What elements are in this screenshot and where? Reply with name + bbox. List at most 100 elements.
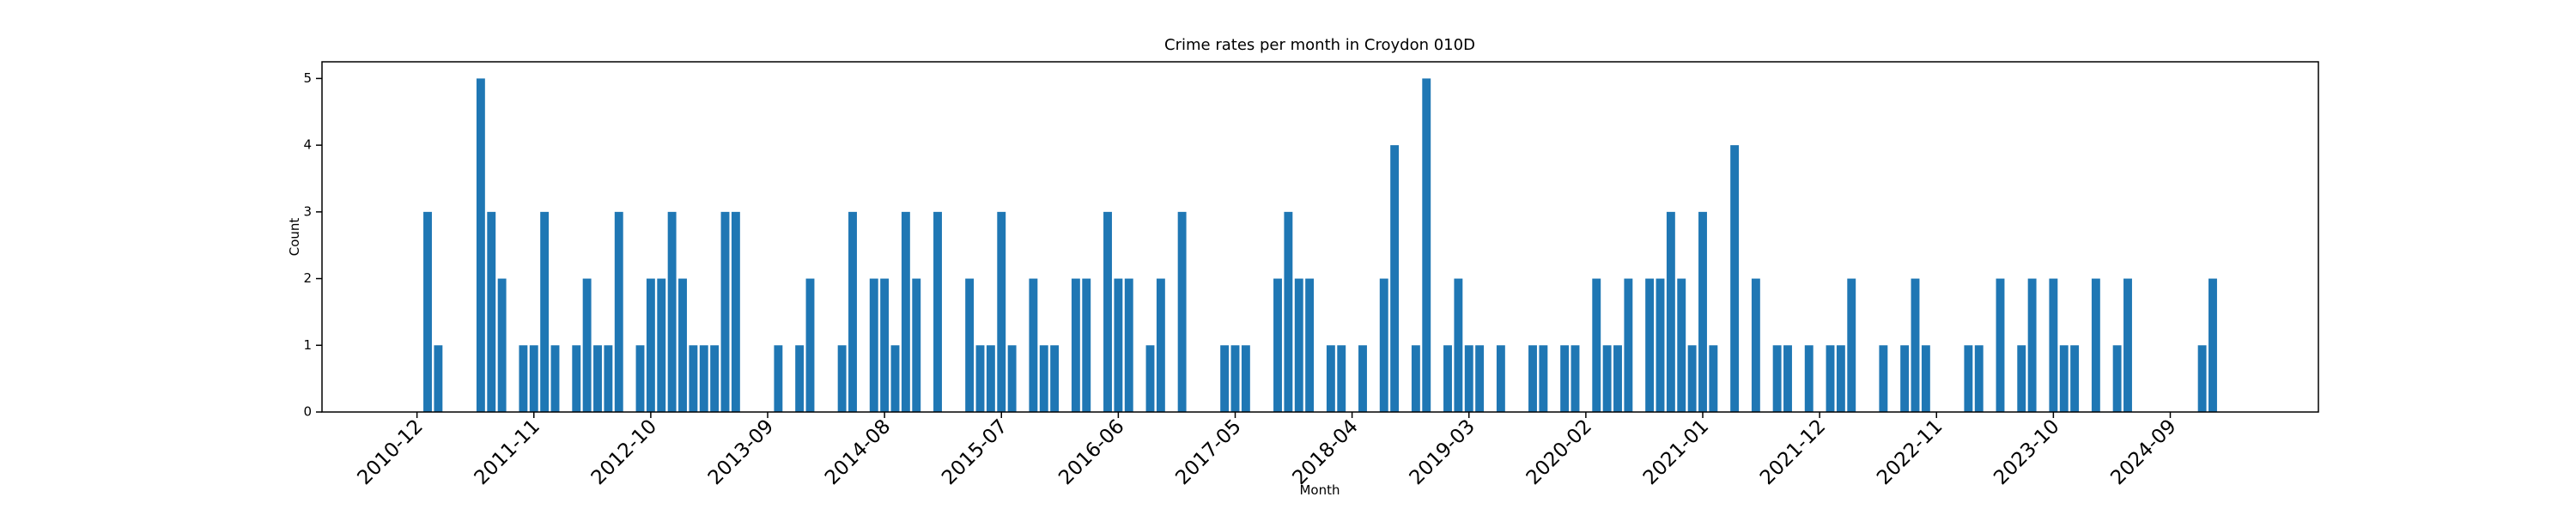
- bar: [933, 211, 942, 412]
- x-tick-label: 2015-07: [938, 415, 1012, 489]
- bar: [1103, 211, 1112, 412]
- y-tick-label: 1: [303, 337, 312, 353]
- bar: [1379, 278, 1388, 412]
- bar: [1996, 278, 2005, 412]
- x-tick-label: 2020-02: [1522, 415, 1596, 489]
- bar: [1284, 211, 1293, 412]
- bar: [1592, 278, 1601, 412]
- bar: [731, 211, 740, 412]
- bar: [1826, 345, 1835, 412]
- chart-title: Crime rates per month in Croydon 010D: [1164, 36, 1475, 54]
- bar: [1294, 278, 1303, 412]
- bar: [689, 345, 698, 412]
- bar: [1305, 278, 1315, 412]
- x-tick-label: 2024-09: [2106, 415, 2180, 489]
- bar: [1571, 345, 1580, 412]
- bar: [1390, 145, 1400, 412]
- bar: [1411, 345, 1420, 412]
- bar: [1656, 278, 1665, 412]
- bar: [657, 278, 666, 412]
- bar: [1560, 345, 1570, 412]
- bar: [1071, 278, 1080, 412]
- bar: [1007, 345, 1017, 412]
- bar: [646, 278, 655, 412]
- bar: [1464, 345, 1473, 412]
- x-tick-label: 2023-10: [1990, 415, 2063, 489]
- y-axis-label: Count: [287, 218, 302, 257]
- x-tick-label: 2013-09: [704, 415, 778, 489]
- bar: [1114, 278, 1123, 412]
- y-tick-label: 0: [303, 404, 312, 420]
- x-axis-label: Month: [1299, 482, 1340, 498]
- bar: [1964, 345, 1973, 412]
- bar: [1539, 345, 1548, 412]
- plot-frame: [321, 61, 2319, 413]
- bar: [635, 345, 645, 412]
- bar: [1145, 345, 1155, 412]
- bar: [593, 345, 602, 412]
- x-tick-label: 2017-05: [1171, 415, 1245, 489]
- bar: [1273, 278, 1282, 412]
- bar: [1698, 211, 1707, 412]
- bar: [1050, 345, 1060, 412]
- bar: [890, 345, 900, 412]
- bar: [2208, 278, 2217, 412]
- bar: [965, 278, 975, 412]
- bar: [1475, 345, 1485, 412]
- x-tick-label: 2021-12: [1756, 415, 1830, 489]
- bar: [1847, 278, 1856, 412]
- bar: [2027, 278, 2037, 412]
- bar: [986, 345, 995, 412]
- bar: [1454, 278, 1463, 412]
- bar: [795, 345, 805, 412]
- bar: [1772, 345, 1782, 412]
- bar: [1804, 345, 1814, 412]
- bar: [1039, 345, 1048, 412]
- bar: [2049, 278, 2058, 412]
- y-tick-label: 5: [303, 70, 312, 86]
- bar: [678, 278, 687, 412]
- bar: [805, 278, 815, 412]
- bar: [667, 211, 677, 412]
- bar: [434, 345, 443, 412]
- bar: [1783, 345, 1792, 412]
- bar: [699, 345, 708, 412]
- bar: [2070, 345, 2080, 412]
- bar: [997, 211, 1006, 412]
- bar: [901, 211, 910, 412]
- bar: [1921, 345, 1930, 412]
- bar: [1358, 345, 1367, 412]
- bar: [1974, 345, 1984, 412]
- bar: [487, 211, 496, 412]
- bar: [1241, 345, 1250, 412]
- x-tick-label: 2012-10: [587, 415, 661, 489]
- bar: [1528, 345, 1537, 412]
- x-tick-label: 2018-04: [1289, 415, 1363, 489]
- bar: [720, 211, 730, 412]
- bar: [423, 211, 432, 412]
- bar: [1709, 345, 1718, 412]
- bar: [1124, 278, 1133, 412]
- bar: [1687, 345, 1697, 412]
- x-tick-label: 2014-08: [821, 415, 895, 489]
- bar: [1836, 345, 1845, 412]
- bar: [540, 211, 550, 412]
- bar: [1443, 345, 1452, 412]
- bar: [2059, 345, 2069, 412]
- bar: [1900, 345, 1910, 412]
- x-tick-label: 2021-01: [1639, 415, 1713, 489]
- bar: [1029, 278, 1038, 412]
- bar: [519, 345, 528, 412]
- bar: [1666, 211, 1675, 412]
- bar: [975, 345, 985, 412]
- bar: [1496, 345, 1505, 412]
- bar: [1677, 278, 1686, 412]
- bar: [497, 278, 507, 412]
- bar: [1879, 345, 1888, 412]
- bar: [1422, 78, 1431, 412]
- bar: [1624, 278, 1633, 412]
- bar: [1645, 278, 1655, 412]
- bar: [1156, 278, 1165, 412]
